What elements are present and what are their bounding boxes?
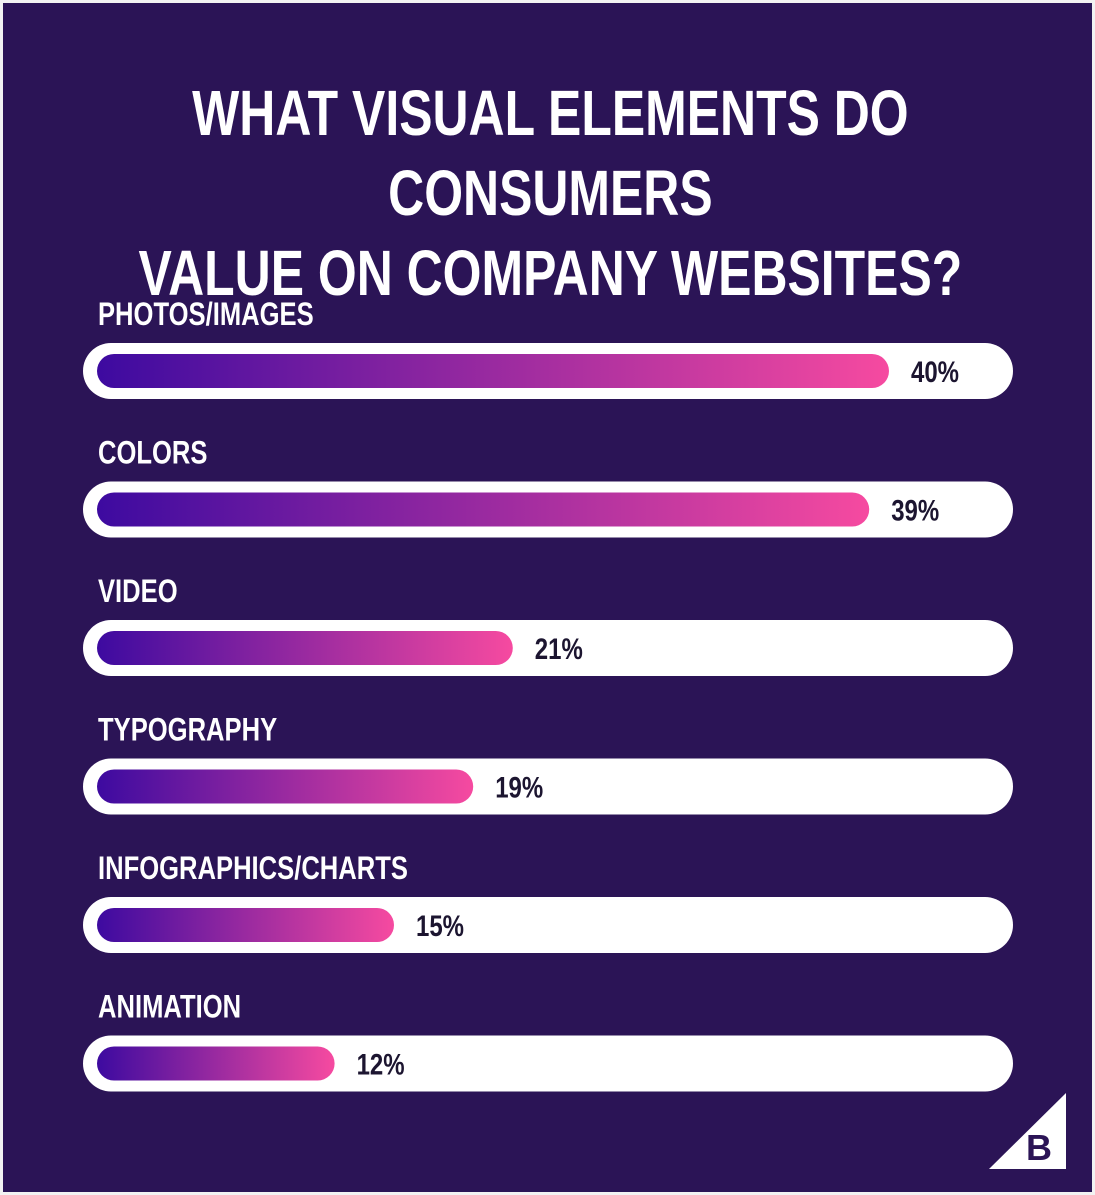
value-label-photos-images: 40% [911, 354, 959, 388]
category-label-infographics-charts: INFOGRAPHICS/CHARTS [98, 851, 408, 886]
logo-letter: B [1026, 1127, 1052, 1168]
chart-title: WHAT VISUAL ELEMENTS DO CONSUMERS VALUE … [123, 73, 977, 313]
logo-triangle [989, 1093, 1066, 1169]
value-label-colors: 39% [891, 493, 939, 527]
value-label-infographics-charts: 15% [416, 908, 464, 942]
category-label-typography: TYPOGRAPHY [98, 713, 277, 748]
bigcommerce-logo-icon: B [989, 1093, 1066, 1169]
horizontal-bar-chart: PHOTOS/IMAGES 40% COLORS 39% VIDEO 21% TYPOGRA… [3, 3, 1092, 1192]
background [3, 3, 1092, 1192]
bar-typography [97, 769, 474, 804]
bar-photos-images [97, 354, 889, 388]
category-label-animation: ANIMATION [98, 990, 241, 1025]
value-label-typography: 19% [495, 770, 543, 804]
title-line-1: WHAT VISUAL ELEMENTS DO CONSUMERS [192, 77, 909, 229]
value-label-video: 21% [535, 631, 583, 665]
bar-video [97, 631, 513, 665]
bar-colors [97, 492, 870, 527]
bars-group: PHOTOS/IMAGES 40% COLORS 39% VIDEO 21% TYPOGRA… [83, 297, 1013, 1092]
category-label-colors: COLORS [98, 436, 207, 471]
bar-infographics-charts [97, 908, 394, 942]
category-label-photos-images: PHOTOS/IMAGES [98, 297, 314, 332]
bar-animation [97, 1046, 335, 1081]
value-label-animation: 12% [357, 1047, 405, 1081]
title-line-2: VALUE ON COMPANY WEBSITES? [138, 237, 963, 309]
category-label-video: VIDEO [98, 574, 178, 609]
